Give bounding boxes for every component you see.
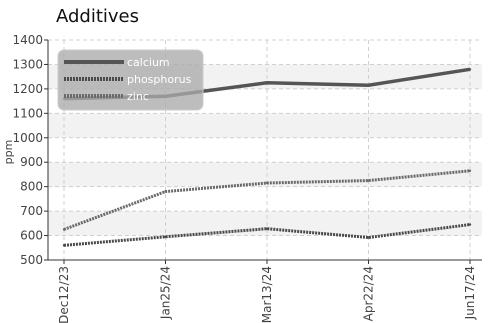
grid-band (48, 113, 482, 138)
data-point-phosphorus (265, 227, 269, 230)
y-axis-label: ppm (2, 140, 15, 165)
x-tick-label: Apr22/24 (362, 266, 376, 321)
y-tick-label: 1300 (12, 57, 43, 71)
data-point-phosphorus (164, 235, 167, 238)
data-point-calcium (367, 84, 370, 87)
y-tick-label: 500 (20, 253, 43, 267)
y-tick-label: 900 (20, 155, 43, 169)
data-point-phosphorus (367, 236, 370, 239)
y-tick-label: 700 (20, 204, 43, 218)
legend-label-calcium: calcium (127, 56, 170, 69)
x-tick-label: Mar13/24 (260, 266, 274, 323)
legend-label-zinc: zinc (127, 90, 149, 103)
data-point-zinc (468, 169, 472, 172)
data-point-zinc (367, 179, 370, 182)
data-point-zinc (265, 181, 269, 185)
x-tick-label: Jun17/24 (463, 266, 477, 320)
y-tick-label: 1200 (12, 82, 43, 96)
y-tick-label: 600 (20, 229, 43, 243)
chart-title: Additives (56, 6, 140, 27)
grid-band (48, 211, 482, 236)
y-tick-label: 1100 (12, 106, 43, 120)
data-point-zinc (62, 228, 66, 231)
data-point-phosphorus (62, 244, 66, 247)
legend-label-phosphorus: phosphorus (127, 73, 192, 86)
data-point-zinc (164, 190, 167, 193)
y-tick-label: 1000 (12, 131, 43, 145)
x-tick-label: Jan25/24 (159, 266, 173, 320)
y-tick-label: 1400 (12, 33, 43, 47)
x-tick-label: Dec12/23 (57, 266, 71, 323)
data-point-calcium (265, 81, 269, 84)
data-point-calcium (468, 68, 472, 71)
y-tick-label: 800 (20, 180, 43, 194)
series-line-phosphorus (63, 223, 471, 247)
data-point-phosphorus (468, 223, 472, 226)
